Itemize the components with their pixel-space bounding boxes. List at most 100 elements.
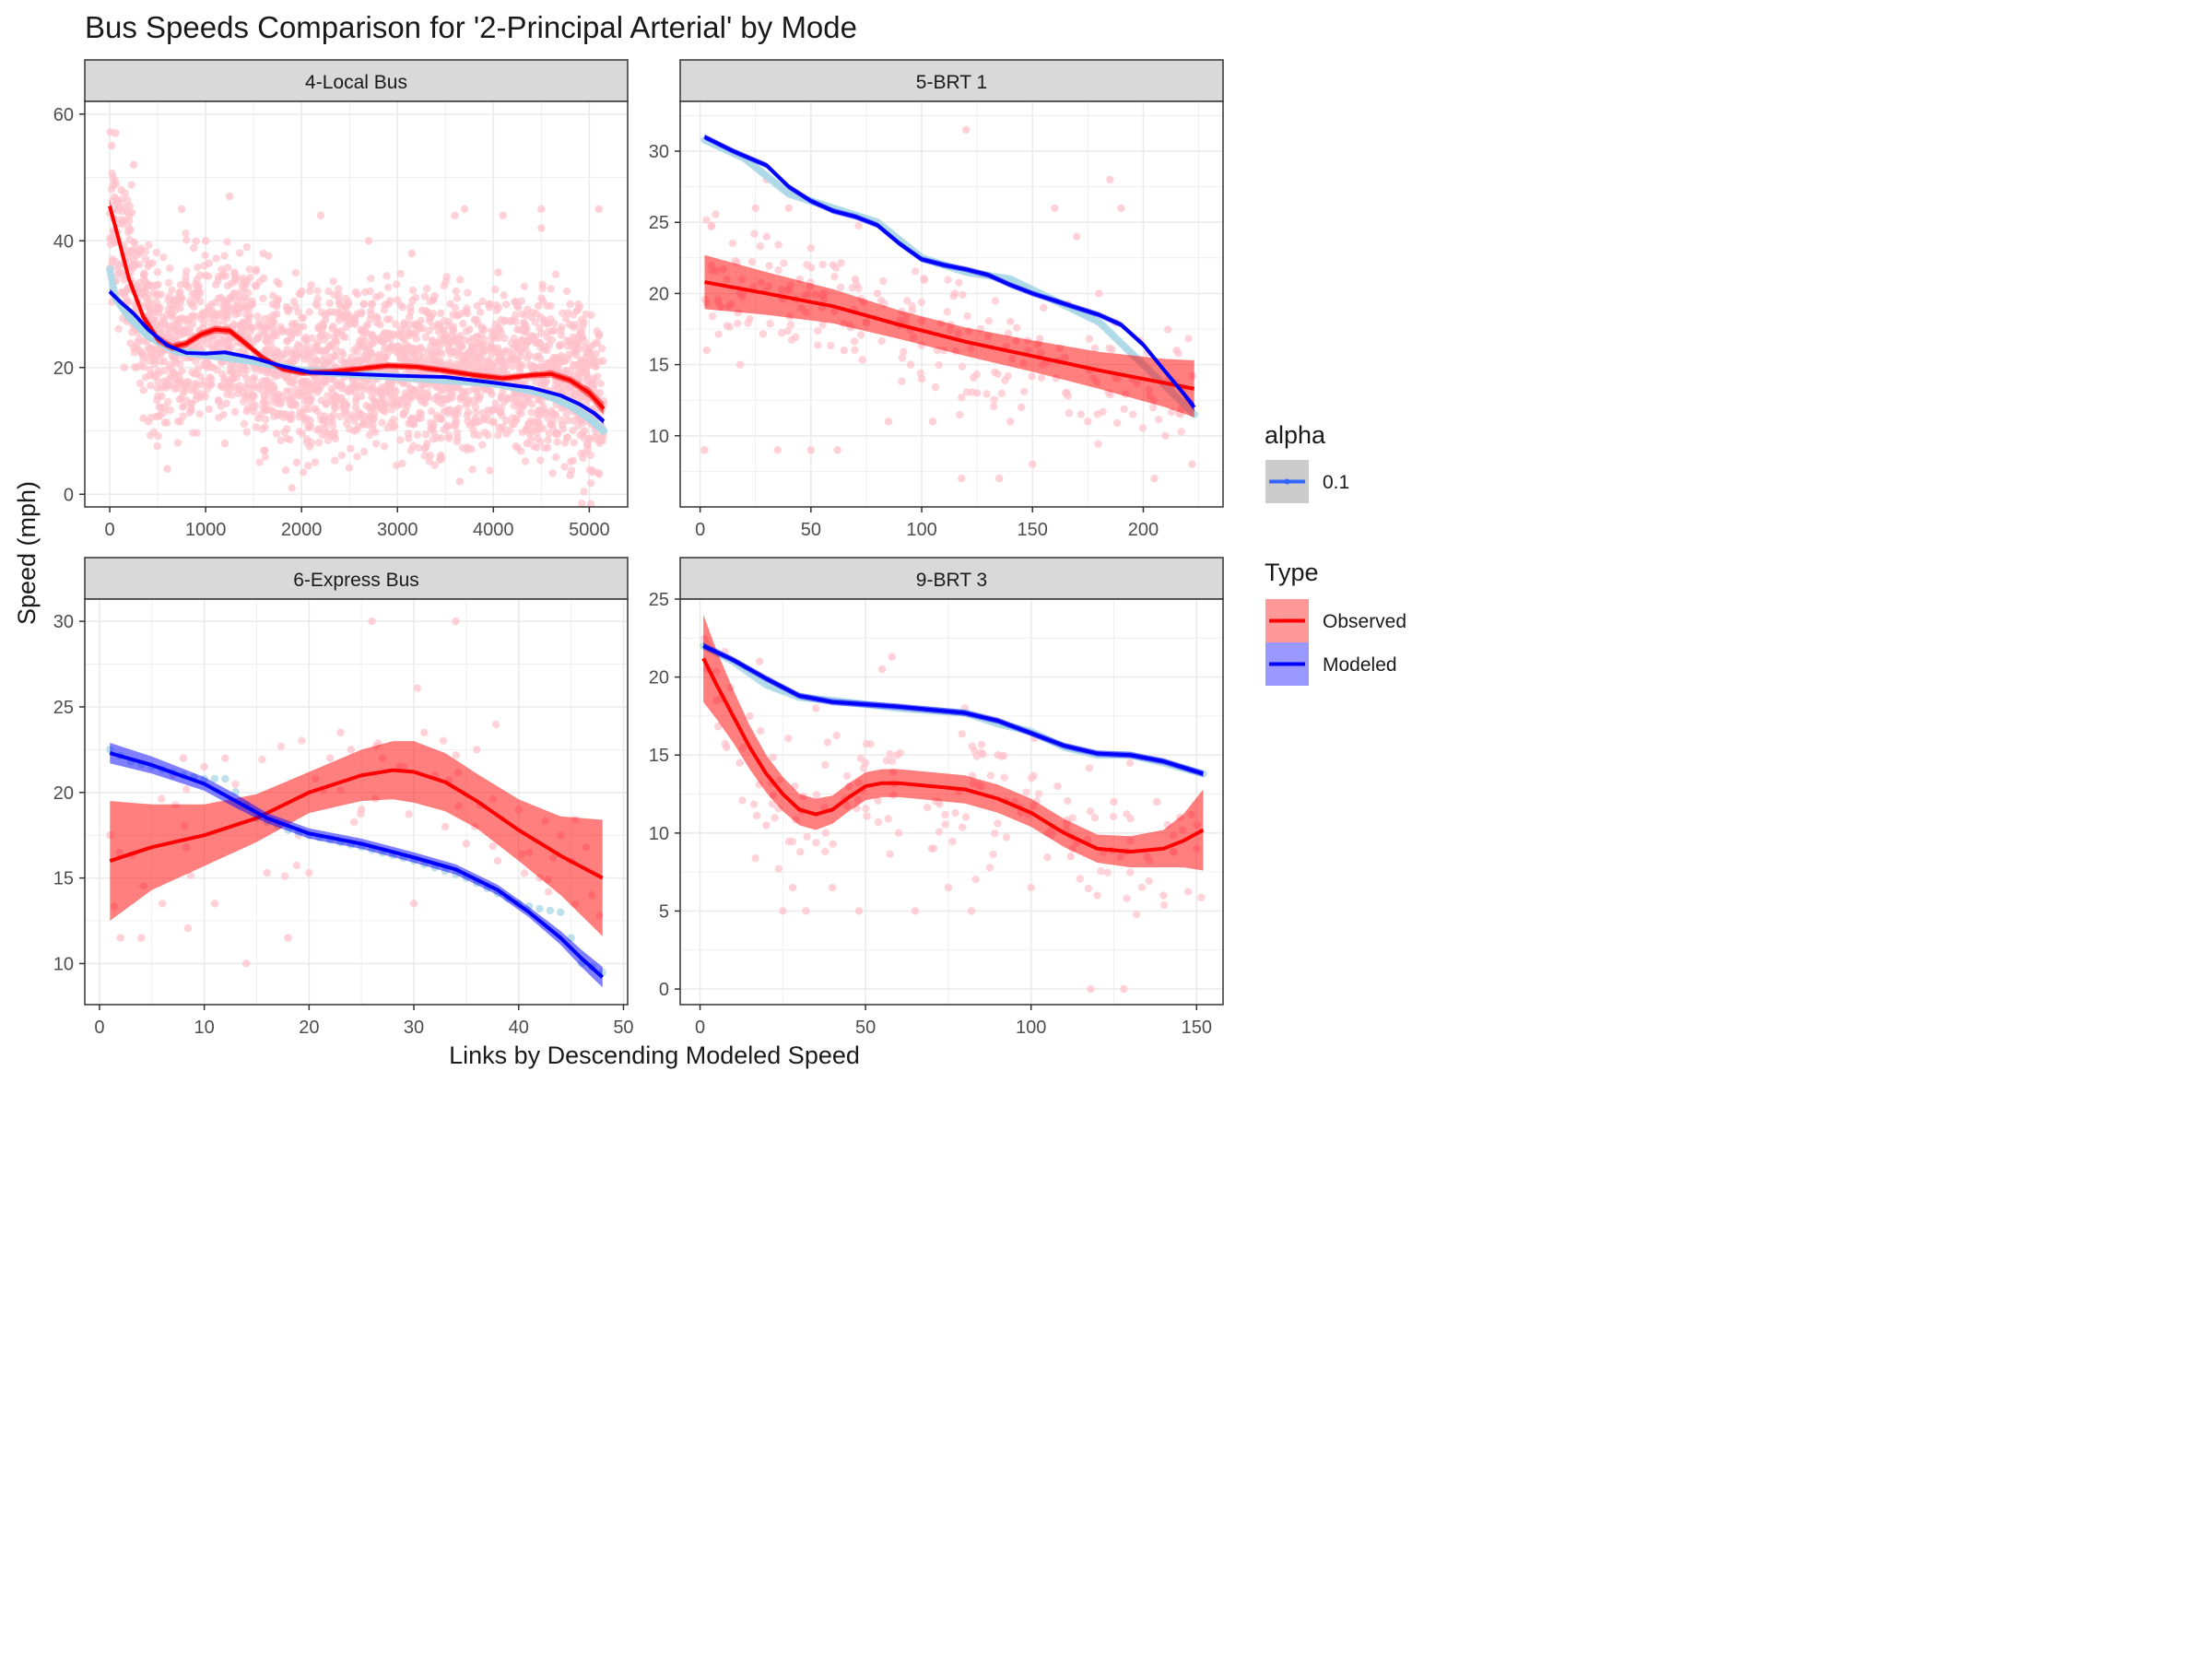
observed-point	[536, 438, 545, 446]
observed-point	[453, 438, 462, 446]
observed-point	[177, 205, 186, 214]
observed-point	[254, 414, 263, 422]
observed-point	[765, 262, 773, 270]
observed-point	[409, 900, 418, 908]
observed-point	[463, 411, 472, 420]
observed-point	[856, 331, 865, 339]
observed-point	[347, 315, 357, 324]
observed-point	[288, 484, 296, 492]
observed-point	[1137, 883, 1147, 891]
observed-point	[562, 287, 571, 296]
observed-point	[994, 819, 1002, 828]
observed-point	[109, 173, 117, 182]
observed-point	[1117, 204, 1125, 212]
observed-point	[454, 383, 463, 393]
observed-point	[1106, 175, 1114, 184]
observed-point	[299, 468, 308, 477]
observed-point	[289, 378, 298, 386]
observed-point	[269, 412, 278, 420]
observed-point	[548, 423, 558, 431]
observed-point	[453, 294, 462, 302]
observed-point	[240, 419, 249, 428]
observed-point	[234, 384, 243, 394]
x-tick-label: 0	[94, 1018, 104, 1038]
observed-point	[556, 341, 564, 349]
observed-point	[886, 749, 894, 759]
observed-point	[768, 800, 777, 808]
observed-point	[163, 324, 171, 334]
observed-point	[1108, 345, 1116, 354]
observed-point	[270, 331, 278, 340]
y-tick-label: 25	[649, 213, 669, 233]
observed-point	[982, 390, 991, 398]
observed-point	[168, 312, 176, 321]
observed-point	[307, 281, 315, 289]
y-tick-label: 15	[649, 356, 669, 376]
observed-point	[535, 362, 545, 371]
observed-point	[1027, 883, 1035, 892]
observed-point	[518, 428, 526, 437]
observed-point	[477, 441, 487, 449]
observed-point	[340, 359, 349, 367]
observed-point	[122, 287, 131, 295]
observed-point	[129, 160, 138, 169]
observed-point	[747, 258, 757, 266]
strip-label-0: 4-Local Bus	[305, 72, 407, 93]
observed-point	[513, 325, 522, 334]
observed-point	[353, 347, 361, 357]
observed-point	[427, 312, 435, 321]
observed-point	[164, 278, 173, 287]
observed-point	[200, 762, 208, 771]
observed-point	[322, 399, 331, 407]
observed-point	[368, 617, 376, 626]
observed-point	[242, 374, 251, 382]
observed-point	[311, 458, 320, 466]
observed-point	[394, 342, 403, 350]
observed-point	[193, 429, 201, 438]
observed-point	[424, 347, 432, 356]
observed-point	[961, 125, 971, 135]
observed-point	[297, 389, 306, 397]
observed-point	[347, 746, 356, 754]
y-axis-title: Speed (mph)	[13, 481, 41, 625]
observed-point	[258, 425, 266, 433]
observed-point	[235, 293, 244, 302]
observed-point	[536, 313, 546, 322]
observed-point	[512, 441, 520, 451]
panel-border-0	[84, 100, 629, 508]
y-tick-label: 5	[659, 901, 669, 922]
observed-point	[224, 334, 232, 343]
observed-point	[592, 349, 600, 358]
observed-point	[380, 345, 389, 354]
observed-point	[537, 205, 546, 214]
observed-point	[548, 469, 557, 477]
observed-point	[494, 431, 502, 440]
observed-point	[473, 301, 481, 310]
observed-point	[465, 352, 474, 361]
observed-point	[500, 334, 509, 343]
observed-point	[386, 335, 394, 343]
observed-point	[1095, 289, 1103, 298]
observed-point	[944, 883, 953, 892]
observed-point	[394, 401, 402, 410]
observed-point	[327, 353, 335, 361]
observed-point	[359, 300, 369, 309]
observed-point	[374, 350, 383, 359]
observed-point	[520, 282, 529, 290]
observed-point	[440, 425, 448, 434]
observed-point	[544, 443, 552, 453]
observed-point	[972, 371, 981, 379]
observed-point	[994, 474, 1004, 483]
observed-point	[832, 731, 841, 740]
observed-point	[521, 457, 530, 465]
observed-point	[320, 361, 328, 370]
observed-point	[307, 439, 316, 447]
observed-point	[139, 386, 147, 394]
observed-point	[1094, 440, 1102, 448]
observed-point	[536, 456, 545, 465]
observed-point	[462, 840, 471, 848]
observed-point	[557, 326, 565, 335]
y-tick-label: 10	[649, 824, 669, 844]
observed-point	[256, 322, 265, 330]
observed-point	[944, 276, 952, 284]
